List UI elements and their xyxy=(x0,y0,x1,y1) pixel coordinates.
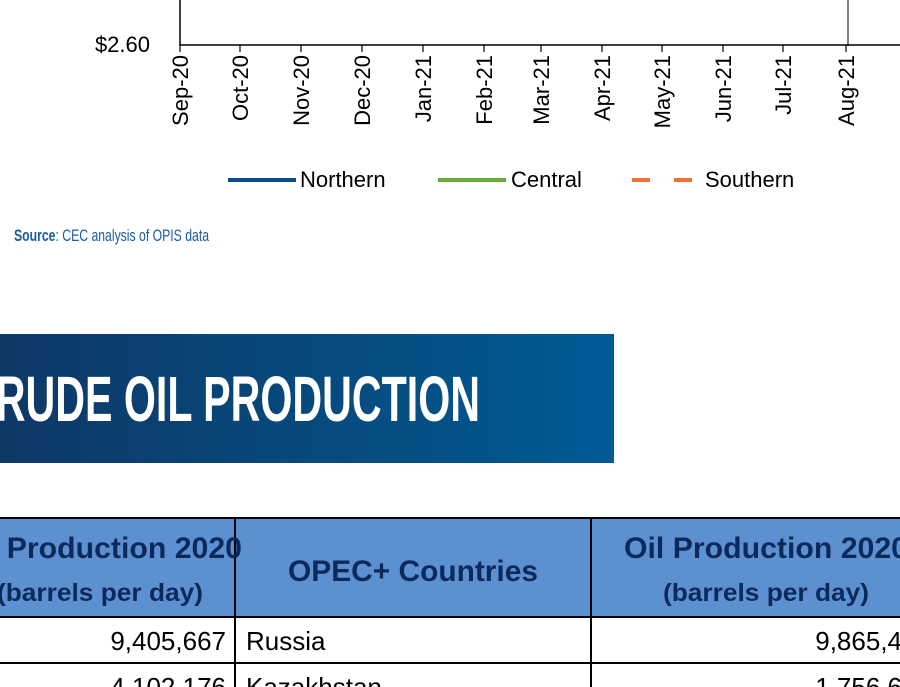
x-tick-label: Apr-21 xyxy=(590,55,615,121)
legend-label: Central xyxy=(511,167,582,192)
source-note: Source: CEC analysis of OPIS data xyxy=(14,227,210,245)
y-tick-label: $2.60 xyxy=(95,32,150,57)
x-tick-label: Jul-21 xyxy=(771,55,796,115)
table-header: OPEC+ Countries xyxy=(288,555,538,588)
x-tick-label: Jan-21 xyxy=(411,55,436,122)
table-header: Oil Production 2020 xyxy=(624,532,900,565)
table-subheader: (barrels per day) xyxy=(0,579,203,607)
x-tick-label: Oct-20 xyxy=(228,55,253,121)
legend-label: Southern xyxy=(705,167,794,192)
x-tick-label: Feb-21 xyxy=(472,55,497,125)
table-header: Oil Production 2020 xyxy=(0,532,242,565)
table-cell: 9,405,667 xyxy=(110,626,226,656)
x-tick-label: Aug-21 xyxy=(834,55,859,126)
source-text: : CEC analysis of OPIS data xyxy=(55,227,209,245)
table-cell: 9,865,4 xyxy=(815,626,900,656)
x-tick-label: Dec-20 xyxy=(350,55,375,126)
table-cell: 4,102,176 xyxy=(110,672,226,687)
table-header-bg xyxy=(0,518,900,617)
x-tick-label: May-21 xyxy=(650,55,675,128)
table-cell: Russia xyxy=(246,626,326,656)
legend-label: Northern xyxy=(300,167,386,192)
x-tick-label: Sep-20 xyxy=(168,55,193,126)
table: Oil Production 2020 (barrels per day) OPEC… xyxy=(0,517,900,687)
table-cell: 1,756,6 xyxy=(815,672,900,687)
banner xyxy=(0,334,614,463)
table-subheader: (barrels per day) xyxy=(663,579,869,607)
x-tick-label: Nov-20 xyxy=(289,55,314,126)
source-label: Source xyxy=(14,227,55,245)
banner-title: CRUDE OIL PRODUCTION xyxy=(0,363,480,435)
x-tick-label: Mar-21 xyxy=(529,55,554,125)
x-tick-label: Jun-21 xyxy=(711,55,736,122)
table-cell: Kazakhstan xyxy=(246,672,382,687)
